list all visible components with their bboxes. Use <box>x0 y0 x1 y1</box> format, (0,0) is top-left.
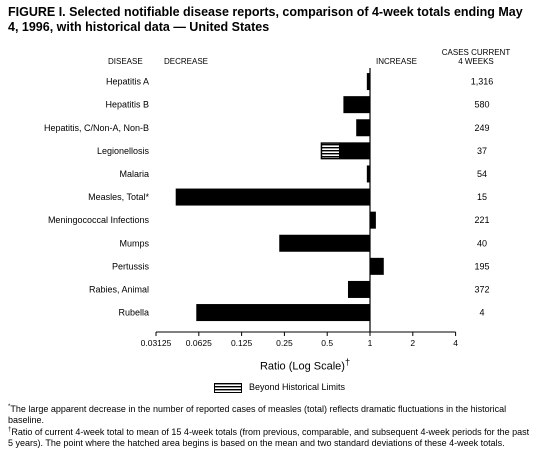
bar <box>347 280 370 298</box>
category-label: Mumps <box>119 238 149 248</box>
footnote-measles: *The large apparent decrease in the numb… <box>8 402 534 425</box>
x-axis-label-text: Ratio (Log Scale) <box>259 360 345 373</box>
bar <box>370 257 384 275</box>
bar <box>175 188 370 206</box>
bar <box>370 211 376 229</box>
cases-value: 1,316 <box>471 77 494 87</box>
category-label: Meningococcal Infections <box>48 215 150 225</box>
cases-header-line1: CASES CURRENT <box>441 48 511 57</box>
cases-value: 372 <box>474 284 489 294</box>
footnote-ratio: †Ratio of current 4-week total to mean o… <box>8 425 534 448</box>
category-label: Legionellosis <box>97 146 150 156</box>
category-label: Measles, Total* <box>88 192 149 202</box>
cases-value: 15 <box>477 192 487 202</box>
hatched-bar-swatch-icon <box>214 383 242 393</box>
category-label: Hepatitis A <box>106 77 149 87</box>
cases-value: 37 <box>477 146 487 156</box>
category-label: Rubella <box>118 308 149 318</box>
increase-header: INCREASE <box>376 57 417 66</box>
bar <box>356 119 370 137</box>
category-label: Malaria <box>119 169 149 179</box>
x-axis-label: Ratio (Log Scale)† <box>220 357 390 373</box>
x-tick-label: 0.25 <box>276 338 293 348</box>
disease-column-header: DISEASE <box>108 57 143 66</box>
category-label: Hepatitis B <box>105 100 149 110</box>
bar <box>366 165 370 183</box>
cases-value: 54 <box>477 169 487 179</box>
cases-value: 195 <box>474 261 489 271</box>
x-tick-label: 4 <box>453 338 458 348</box>
cases-header-line2: 4 WEEKS <box>458 57 494 66</box>
cases-value: 4 <box>479 308 484 318</box>
x-tick-label: 0.03125 <box>141 338 172 348</box>
category-label: Hepatitis, C/Non-A, Non-B <box>44 123 149 133</box>
footnote-mark-dagger: † <box>8 427 12 433</box>
bar <box>343 96 370 114</box>
bar-beyond-historical-limits <box>321 142 340 159</box>
legend-label: Beyond Historical Limits <box>249 382 346 392</box>
cases-value: 221 <box>474 215 489 225</box>
bar <box>366 73 370 91</box>
footnote-mark-asterisk: * <box>8 404 11 410</box>
x-axis-label-mark: † <box>344 357 351 367</box>
footnote-measles-text: The large apparent decrease in the numbe… <box>8 404 507 425</box>
x-tick-label: 0.5 <box>321 338 333 348</box>
footnote-ratio-text: Ratio of current 4-week total to mean of… <box>8 427 530 448</box>
category-label: Rabies, Animal <box>89 284 149 294</box>
figure-title: FIGURE I. Selected notifiable disease re… <box>8 5 523 34</box>
bar <box>279 234 370 252</box>
decrease-header: DECREASE <box>164 57 209 66</box>
cases-value: 249 <box>474 123 489 133</box>
cases-value: 580 <box>474 100 489 110</box>
x-tick-label: 0.125 <box>231 338 253 348</box>
category-label: Pertussis <box>112 261 150 271</box>
x-tick-label: 2 <box>410 338 415 348</box>
x-tick-label: 0.0625 <box>186 338 212 348</box>
bar <box>196 304 370 322</box>
legend: Beyond Historical Limits <box>214 381 414 395</box>
x-tick-label: 1 <box>368 338 373 348</box>
cases-value: 40 <box>477 238 487 248</box>
